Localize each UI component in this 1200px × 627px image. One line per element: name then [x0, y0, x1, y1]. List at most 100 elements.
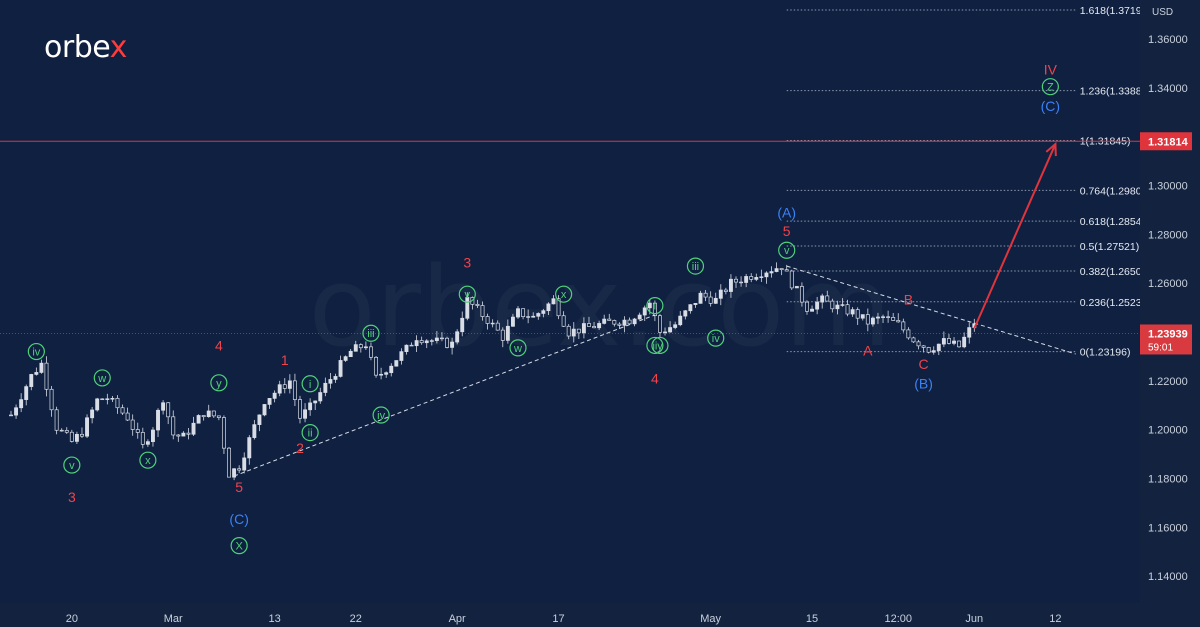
candle-body	[130, 419, 135, 430]
candle-body	[115, 398, 120, 409]
candle-body	[658, 315, 662, 333]
candle-body	[399, 351, 404, 361]
candle-body	[891, 317, 896, 321]
candle-body	[323, 382, 328, 393]
wave-label-iv: iv	[712, 333, 720, 345]
candle-body	[906, 329, 911, 339]
candle-body	[876, 316, 880, 319]
candle-body	[272, 392, 277, 399]
candle-body	[9, 414, 13, 417]
wave-circle-w	[93, 369, 111, 387]
price-axis-panel	[1140, 0, 1200, 627]
candle-body	[678, 315, 683, 326]
wave-circle-w	[509, 339, 527, 357]
candle-body	[495, 322, 500, 331]
candle-body	[967, 327, 972, 338]
wave-label-iv: iv	[32, 347, 40, 359]
candle-body	[348, 350, 353, 358]
candle-body	[358, 344, 363, 349]
fib-level-label: 0.764(1.29804)	[1080, 185, 1151, 197]
wave-circle-X	[230, 537, 248, 555]
logo-text-main: orbe	[44, 30, 110, 65]
time-tick-label: Apr	[449, 613, 466, 625]
candle-body	[74, 433, 79, 442]
time-tick-label: Jun	[965, 613, 983, 625]
countdown-text: 59:01	[1148, 342, 1173, 353]
price-tick-label: 1.28000	[1148, 229, 1188, 241]
fib-level-label: 0(1.23196)	[1080, 347, 1131, 359]
candle-body	[510, 316, 515, 327]
candle-body	[434, 337, 439, 341]
candle-body	[262, 404, 267, 416]
wave-label-i: i	[654, 301, 656, 313]
wave-label-w: w	[513, 343, 522, 355]
wave-label-v: v	[465, 289, 471, 301]
candle-body	[602, 318, 607, 324]
candle-body	[946, 338, 951, 344]
candle-body	[723, 289, 728, 292]
candle-body	[90, 409, 95, 419]
time-tick-label: 17	[552, 613, 564, 625]
candle-body	[394, 360, 399, 367]
candle-body	[353, 344, 358, 352]
candle-body	[703, 292, 708, 298]
wave-label-4: 4	[215, 337, 223, 353]
candle-body	[794, 286, 799, 289]
current-price-badge	[1140, 324, 1192, 355]
candle-body	[541, 310, 546, 314]
candle-body	[29, 374, 34, 387]
candle-body	[419, 340, 424, 344]
candle-body	[384, 372, 389, 375]
candle-body	[881, 316, 885, 318]
candle-body	[282, 384, 287, 389]
candle-body	[911, 337, 916, 343]
candle-body	[49, 388, 54, 411]
wave-label-1: 1	[281, 352, 289, 368]
candle-body	[465, 297, 470, 319]
wave-label-v: v	[784, 245, 790, 257]
fib-level-label: 0.618(1.28541)	[1080, 216, 1151, 228]
candle-body	[576, 328, 581, 334]
candle-body	[830, 300, 835, 310]
wave-label-(B): (B)	[914, 375, 933, 391]
fib-level-label: 0.5(1.27521)	[1080, 241, 1140, 253]
candle-body	[105, 398, 110, 400]
candle-body	[343, 356, 348, 361]
fib-level-label: 1.618(1.37190)	[1080, 5, 1151, 17]
candle-body	[718, 289, 723, 299]
wave-label-3: 3	[463, 254, 471, 270]
orbex-logo: orbex	[44, 30, 127, 65]
time-tick-label: May	[700, 613, 721, 625]
candle-body	[54, 409, 59, 431]
wave-label-3: 3	[68, 489, 76, 505]
candle-body	[156, 409, 160, 431]
wave-label-C: C	[919, 356, 929, 372]
candle-body	[597, 323, 602, 329]
candle-body	[526, 316, 531, 318]
candle-body	[637, 314, 642, 320]
current-price-text: 1.23939	[1148, 328, 1188, 340]
candle-body	[125, 412, 130, 421]
candle-body	[257, 414, 262, 425]
candle-body	[855, 309, 860, 319]
wave-label-B: B	[904, 292, 913, 308]
candle-body	[85, 417, 89, 437]
candle-body	[769, 271, 774, 274]
wave-label-i: i	[309, 379, 311, 391]
watermark-text: orbex.com	[308, 243, 891, 371]
candle-body	[663, 331, 667, 334]
wave-label-(A): (A)	[777, 204, 796, 220]
wave-label-X: X	[235, 541, 243, 553]
wave-label-y: y	[657, 340, 663, 352]
candle-body	[561, 315, 566, 327]
time-tick-label: 12:00	[884, 613, 912, 625]
candle-body	[161, 402, 166, 411]
candle-body	[490, 322, 495, 325]
wave-label-(C): (C)	[1041, 98, 1060, 114]
wave-label-Z: Z	[1047, 82, 1054, 94]
wave-circle-i	[301, 375, 319, 393]
time-tick-label: 12	[1049, 613, 1061, 625]
wave-circle-v	[778, 241, 796, 259]
candle-body	[140, 432, 145, 445]
